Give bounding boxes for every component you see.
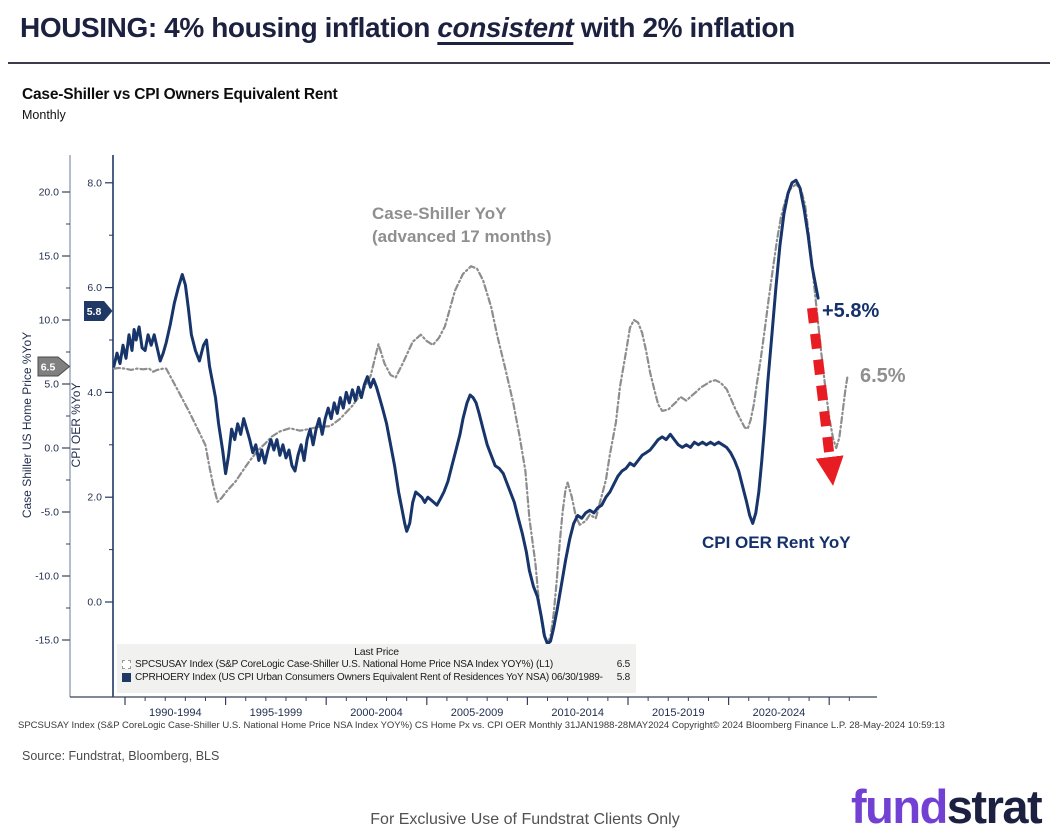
legend-value: 6.5 <box>616 659 631 670</box>
outer-y-axis-title: Case Shiller US Home Price %YoY <box>20 332 34 518</box>
case-shiller-line <box>112 183 849 645</box>
legend-title: Last Price <box>354 646 399 658</box>
chart-title: Case-Shiller vs CPI Owners Equivalent Re… <box>22 86 338 103</box>
x-axis-label: 2020-2024 <box>753 707 806 719</box>
case-shiller-annotation-line1: Case-Shiller YoY <box>372 204 507 223</box>
case-shiller-series-annotation: Case-Shiller YoY (advanced 17 months) <box>372 202 552 248</box>
case-shiller-annotation-line2: (advanced 17 months) <box>372 227 552 246</box>
outer-y-tick-label: 15.0 <box>39 251 60 263</box>
logo-fund-part: fund <box>851 780 948 833</box>
chart-canvas: Case Shiller US Home Price %YoY CPI OER … <box>20 155 877 719</box>
cpi-last-value-annotation: +5.8% <box>822 300 880 322</box>
x-axis-label: 1995-1999 <box>250 707 303 719</box>
inner-y-tick-label: 8.0 <box>87 177 102 189</box>
outer-y-tick-label: 10.0 <box>39 315 60 327</box>
axis-ticks: 20.0 15.0 10.0 5.0 0.0 -5.0 -10.0 -15.0 8.0 6.0 4.… <box>35 177 850 719</box>
x-axis-label: 2005-2009 <box>451 707 504 719</box>
page-title-emphasis: consistent <box>437 12 574 43</box>
x-axis-label: 2000-2004 <box>350 707 403 719</box>
outer-axis-last-price-value: 6.5 <box>41 362 56 374</box>
legend-value: 5.8 <box>616 672 631 683</box>
outer-y-tick-label: 20.0 <box>39 187 60 199</box>
inner-axis-last-price-tag: 5.8 <box>84 301 113 321</box>
case-shiller-last-value-annotation: 6.5% <box>860 365 906 387</box>
inner-y-tick-label: 6.0 <box>87 282 102 294</box>
bloomberg-footer-text: SPCSUSAY Index (S&P CoreLogic Case-Shill… <box>18 720 945 731</box>
cpi-oer-series-annotation: CPI OER Rent YoY <box>702 533 851 552</box>
logo-strat-part: strat <box>946 780 1043 833</box>
x-axis-label: 1990-1994 <box>149 707 202 719</box>
series-group <box>112 178 849 646</box>
title-divider <box>8 62 1050 64</box>
page-title-part1: HOUSING: 4% housing inflation <box>20 12 438 43</box>
outer-y-tick-label: -10.0 <box>35 571 59 583</box>
chart-subtitle: Monthly <box>22 108 66 122</box>
inner-y-tick-label: 2.0 <box>87 492 102 504</box>
source-text: Source: Fundstrat, Bloomberg, BLS <box>22 749 220 763</box>
outer-y-tick-label: 0.0 <box>44 443 59 455</box>
inner-y-axis-title: CPI OER %YoY <box>69 383 83 468</box>
red-down-arrow <box>807 307 844 486</box>
page-title-part2: with 2% inflation <box>573 12 795 43</box>
outer-axis-last-price-tag: 6.5 <box>37 356 71 377</box>
chart-legend: Last Price SPCSUSAY Index (S&P CoreLogic… <box>117 644 636 693</box>
legend-label: SPCSUSAY Index (S&P CoreLogic Case-Shill… <box>135 659 553 670</box>
page-title: HOUSING: 4% housing inflation consistent… <box>20 12 1040 44</box>
legend-row-case-shiller: SPCSUSAY Index (S&P CoreLogic Case-Shill… <box>117 658 636 671</box>
dashed-line-swatch-icon <box>122 660 131 669</box>
fundstrat-logo: fundstrat <box>851 779 1043 834</box>
x-axis-label: 2010-2014 <box>551 707 604 719</box>
outer-y-tick-label: -5.0 <box>41 507 59 519</box>
outer-y-tick-label: -15.0 <box>35 635 59 647</box>
outer-y-tick-label: 5.0 <box>44 379 59 391</box>
disclaimer-text: For Exclusive Use of Fundstrat Clients O… <box>370 811 680 828</box>
inner-y-tick-label: 0.0 <box>87 597 102 609</box>
inner-axis-last-price-value: 5.8 <box>87 306 102 318</box>
legend-label: CPRHOERY Index (US CPI Urban Consumers O… <box>135 672 603 683</box>
solid-line-swatch-icon <box>122 673 131 682</box>
legend-row-cpi-oer: CPRHOERY Index (US CPI Urban Consumers O… <box>117 671 636 684</box>
inner-y-tick-label: 4.0 <box>87 387 102 399</box>
x-axis-label: 2015-2019 <box>652 707 705 719</box>
cpi-oer-line <box>112 178 820 646</box>
